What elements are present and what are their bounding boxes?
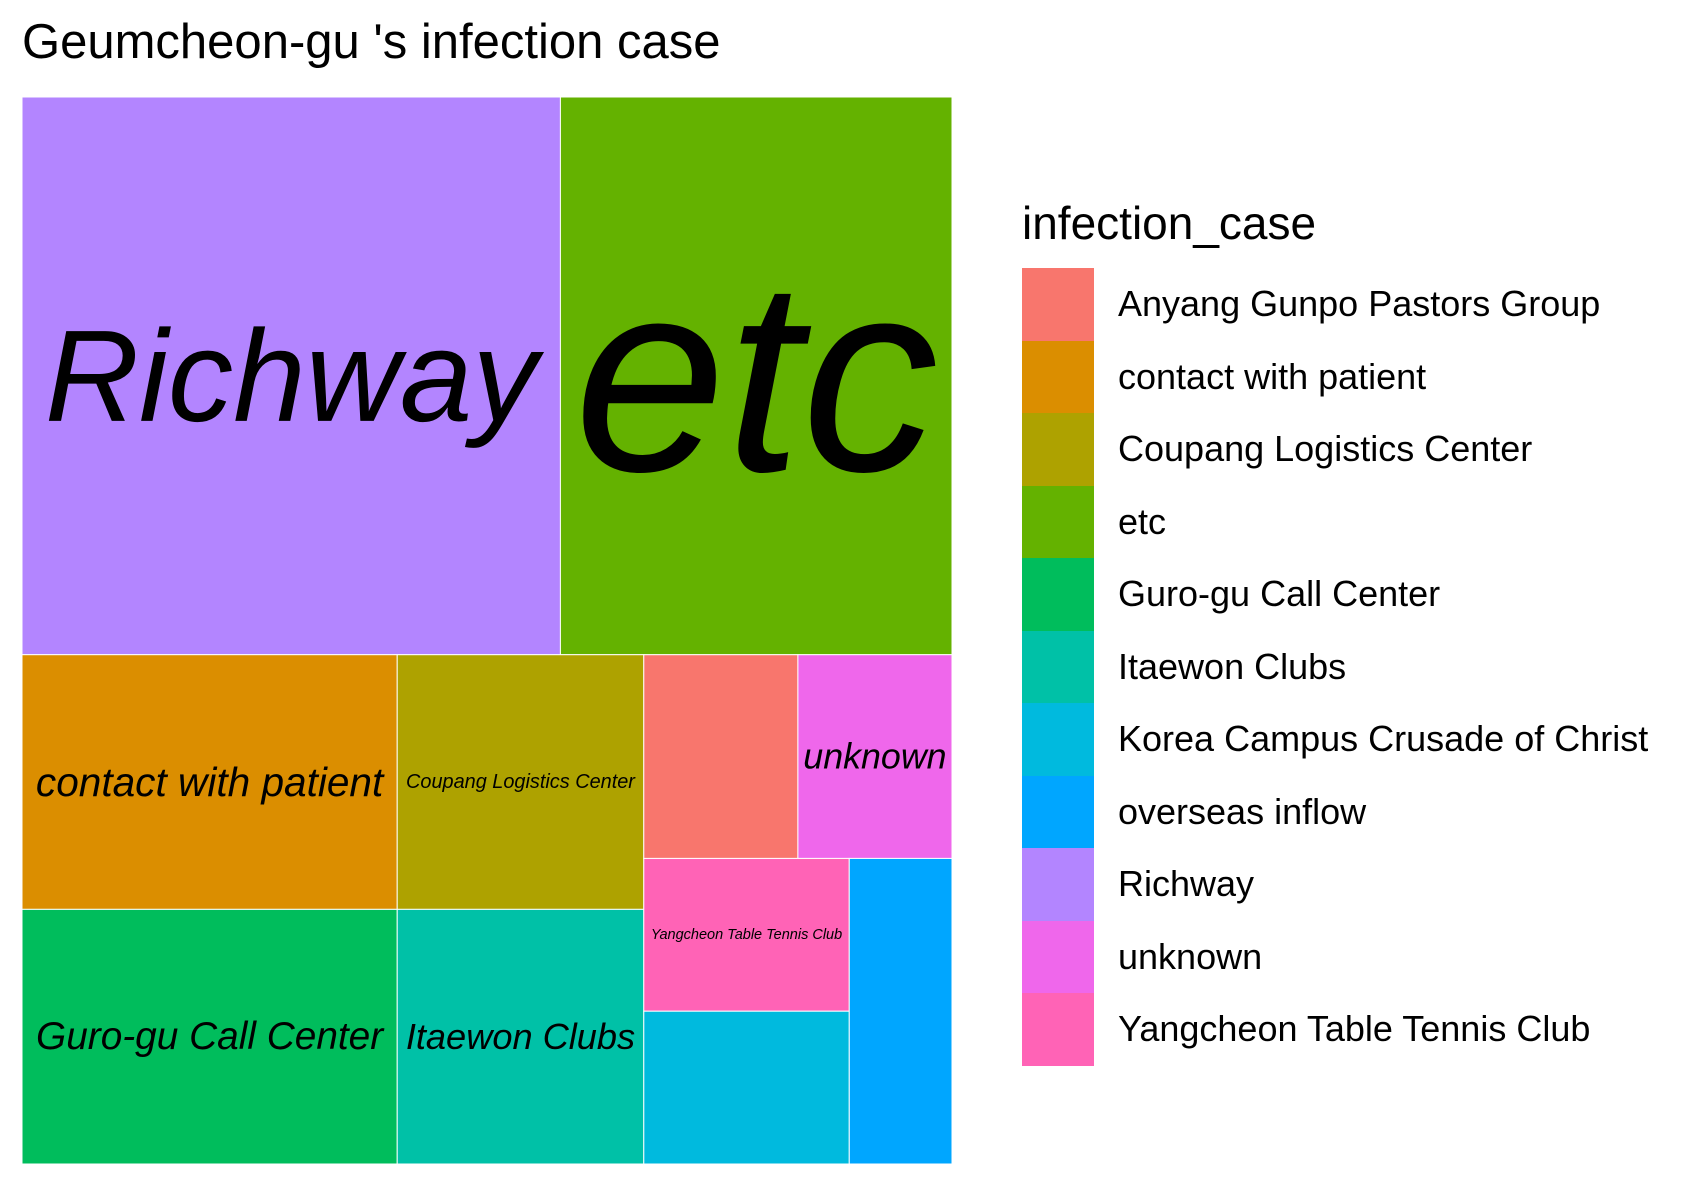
tile-etc bbox=[559, 96, 953, 656]
tile-yangcheon-table-tennis-club bbox=[643, 857, 850, 1012]
legend: infection_case Anyang Gunpo Pastors Grou… bbox=[1022, 196, 1648, 1066]
legend-swatch bbox=[1022, 268, 1094, 341]
tile-contact-with-patient bbox=[21, 654, 398, 910]
tile-label-yangcheon-table-tennis-club: Yangcheon Table Tennis Club bbox=[651, 927, 842, 943]
legend-item-coupang-logistics-center: Coupang Logistics Center bbox=[1022, 413, 1648, 486]
legend-swatch bbox=[1022, 340, 1094, 413]
tile-itaewon-clubs bbox=[396, 908, 645, 1165]
legend-swatch bbox=[1022, 485, 1094, 558]
legend-swatch bbox=[1022, 413, 1094, 486]
legend-item-richway: Richway bbox=[1022, 848, 1648, 921]
legend-swatch bbox=[1022, 993, 1094, 1066]
legend-swatch bbox=[1022, 630, 1094, 703]
tile-guro-gu-call-center bbox=[21, 908, 398, 1165]
legend-label: Itaewon Clubs bbox=[1118, 645, 1347, 687]
tile-label-richway: Richway bbox=[45, 303, 544, 449]
legend-item-unknown: unknown bbox=[1022, 920, 1648, 993]
legend-label: etc bbox=[1118, 500, 1167, 542]
tile-label-guro-gu-call-center: Guro-gu Call Center bbox=[36, 1015, 385, 1058]
legend-label: Yangcheon Table Tennis Club bbox=[1118, 1008, 1591, 1050]
legend-item-guro-gu-call-center: Guro-gu Call Center bbox=[1022, 558, 1648, 631]
tile-label-etc: etc bbox=[574, 223, 938, 528]
treemap-plot: Richway etc contact with patient Guro-gu Ca… bbox=[21, 96, 953, 1165]
legend-label: Guro-gu Call Center bbox=[1118, 573, 1441, 615]
tile-anyang-gunpo-pastors-group bbox=[643, 654, 799, 859]
legend-label: overseas inflow bbox=[1118, 790, 1367, 832]
legend-item-anyang-gunpo-pastors-group: Anyang Gunpo Pastors Group bbox=[1022, 268, 1648, 341]
tile-label-contact-with-patient: contact with patient bbox=[36, 759, 385, 805]
legend-item-overseas-inflow: overseas inflow bbox=[1022, 775, 1648, 848]
legend-swatch bbox=[1022, 558, 1094, 631]
tile-korea-campus-crusade-of-christ bbox=[643, 1010, 850, 1165]
legend-label: Richway bbox=[1118, 863, 1255, 905]
legend-item-yangcheon-table-tennis-club: Yangcheon Table Tennis Club bbox=[1022, 993, 1648, 1066]
legend-item-itaewon-clubs: Itaewon Clubs bbox=[1022, 630, 1648, 703]
legend-swatch bbox=[1022, 775, 1094, 848]
legend-item-korea-campus-crusade-of-christ: Korea Campus Crusade of Christ bbox=[1022, 703, 1648, 776]
tile-label-itaewon-clubs: Itaewon Clubs bbox=[406, 1016, 635, 1057]
legend-label: unknown bbox=[1118, 935, 1263, 977]
legend-label: contact with patient bbox=[1118, 355, 1427, 397]
legend-label: Coupang Logistics Center bbox=[1118, 428, 1533, 470]
chart-title: Geumcheon-gu 's infection case bbox=[22, 15, 721, 69]
legend-swatch bbox=[1022, 848, 1094, 921]
legend-swatch bbox=[1022, 920, 1094, 993]
legend-label: Korea Campus Crusade of Christ bbox=[1118, 718, 1649, 760]
tile-label-coupang-logistics-center: Coupang Logistics Center bbox=[406, 771, 636, 793]
tile-label-unknown: unknown bbox=[803, 737, 946, 777]
legend-label: Anyang Gunpo Pastors Group bbox=[1118, 283, 1601, 325]
legend-items: Anyang Gunpo Pastors Group contact with p… bbox=[1022, 268, 1648, 1066]
legend-title: infection_case bbox=[1022, 197, 1317, 249]
tile-unknown bbox=[797, 654, 953, 859]
legend-swatch bbox=[1022, 703, 1094, 776]
legend-item-contact-with-patient: contact with patient bbox=[1022, 340, 1648, 413]
tile-overseas-inflow bbox=[848, 857, 953, 1165]
tile-richway bbox=[21, 96, 561, 656]
legend-item-etc: etc bbox=[1022, 485, 1648, 558]
